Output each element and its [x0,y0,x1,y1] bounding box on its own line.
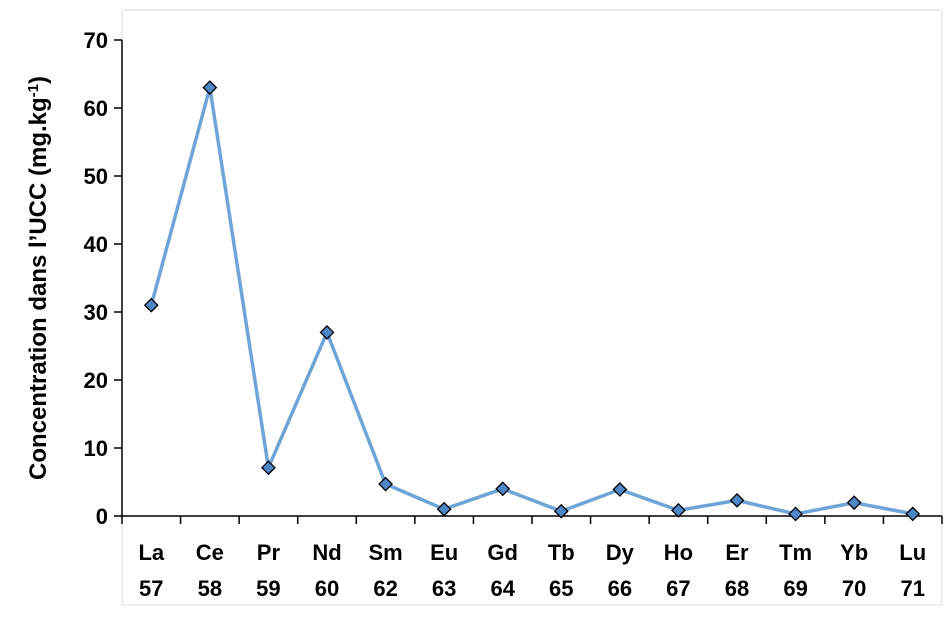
y-axis-label-end: ) [25,76,52,84]
x-tick-label-number: 59 [256,576,280,601]
x-tick-label-number: 63 [432,576,456,601]
x-tick-label-number: 57 [139,576,163,601]
y-tick-label: 0 [96,504,108,529]
y-axis-label-main: Concentration dans l’UCC (mg.kg [25,97,52,480]
x-tick-label-element: Ce [196,540,224,565]
x-tick-label-number: 66 [608,576,632,601]
data-point-marker [846,495,862,511]
y-tick-label: 30 [84,300,108,325]
x-tick-label-number: 70 [842,576,866,601]
axes [121,40,942,517]
data-point-marker [553,503,569,519]
data-point-marker [319,324,335,340]
x-tick-label-element: Tb [548,540,575,565]
x-tick-label-number: 71 [900,576,924,601]
y-tick-label: 10 [84,436,108,461]
data-point-marker [436,501,452,517]
data-point-marker [729,492,745,508]
y-tick-label: 20 [84,368,108,393]
y-axis-ticks: 0 10 20 30 40 50 60 70 [84,28,122,529]
x-tick-label-number: 69 [783,576,807,601]
data-point-marker [202,80,218,96]
data-point-marker [671,502,686,518]
data-point-marker [143,297,159,313]
data-point-marker [495,481,511,497]
x-tick-label-element: Er [725,540,749,565]
x-tick-label-number: 58 [198,576,222,601]
x-tick-label-element: Sm [368,540,402,565]
x-tick-label-number: 62 [373,576,397,601]
x-tick-label-element: Dy [606,540,635,565]
x-tick-label-number: 60 [315,576,339,601]
y-tick-label: 50 [84,164,108,189]
svg-text:Concentration dans l’UCC (mg.k: Concentration dans l’UCC (mg.kg-1) [25,76,53,480]
x-tick-label-element: Pr [257,540,281,565]
x-tick-label-number: 64 [490,576,515,601]
x-axis-ticks: La 57 Ce 58 Pr 59 Nd 60 Sm 62 Eu 63 Gd 64 Tb 65 Dy 66 Ho 67… [121,516,943,601]
data-point-marker [788,506,803,522]
y-axis-label: Concentration dans l’UCC (mg.kg-1) [25,76,53,480]
x-tick-label-number: 68 [725,576,749,601]
data-point-marker [261,460,276,476]
y-tick-label: 70 [84,28,108,53]
y-tick-label: 40 [84,232,108,257]
x-tick-label-element: Yb [840,540,868,565]
y-tick-label: 60 [84,96,108,121]
x-tick-label-element: Lu [899,540,926,565]
y-axis-label-superscript: -1 [25,84,42,97]
x-tick-label-element: La [138,540,164,565]
x-tick-label-element: Nd [312,540,341,565]
data-point-marker [612,482,628,497]
data-point-marker [905,506,921,522]
x-tick-label-number: 67 [666,576,690,601]
x-tick-label-number: 65 [549,576,573,601]
x-tick-label-element: Eu [430,540,458,565]
data-point-marker [378,476,393,492]
x-tick-label-element: Ho [664,540,693,565]
series-points-group [143,80,921,522]
series-line [149,85,914,516]
x-tick-label-element: Tm [779,540,812,565]
x-tick-label-element: Gd [487,540,518,565]
series-line-group [149,85,914,516]
